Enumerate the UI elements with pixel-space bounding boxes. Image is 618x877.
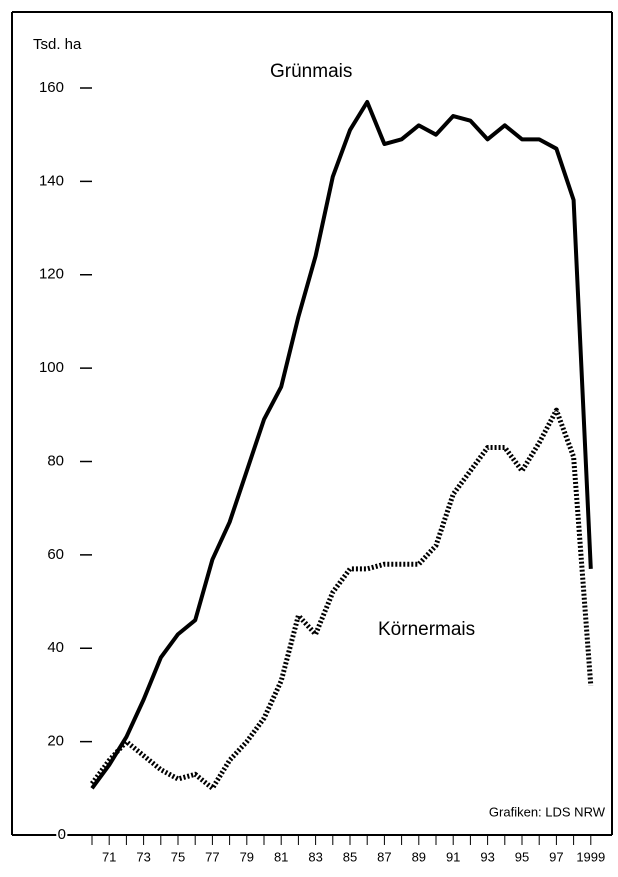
series-label: Körnermais (378, 619, 475, 640)
x-tick-label: 89 (412, 849, 426, 864)
x-tick-label: 77 (205, 849, 219, 864)
y-axis-label: Tsd. ha (33, 36, 82, 53)
x-tick-label: 95 (515, 849, 529, 864)
x-tick-label: 1999 (576, 849, 605, 864)
series-label: Grünmais (270, 61, 352, 82)
line-series (89, 407, 594, 791)
y-tick-label: 80 (47, 452, 64, 469)
x-tick-label: 85 (343, 849, 357, 864)
y-tick-label: 160 (39, 79, 64, 96)
x-tick-label: 93 (480, 849, 494, 864)
x-tick-label: 87 (377, 849, 391, 864)
x-tick-label: 91 (446, 849, 460, 864)
x-tick-label: 81 (274, 849, 288, 864)
x-tick-label: 71 (102, 849, 116, 864)
y-tick-label: 20 (47, 733, 64, 750)
y-tick-label: 120 (39, 266, 64, 283)
x-tick-label: 73 (136, 849, 150, 864)
x-tick-label: 75 (171, 849, 185, 864)
y-tick-label: 0 (58, 826, 66, 843)
x-tick-label: 79 (240, 849, 254, 864)
y-tick-label: 40 (47, 639, 64, 656)
x-tick-label: 83 (308, 849, 322, 864)
x-tick-label: 97 (549, 849, 563, 864)
y-tick-label: 140 (39, 172, 64, 189)
source: Grafiken: LDS NRW (489, 804, 606, 819)
y-tick-label: 60 (47, 546, 64, 563)
line-series (90, 100, 593, 790)
y-tick-label: 100 (39, 359, 64, 376)
